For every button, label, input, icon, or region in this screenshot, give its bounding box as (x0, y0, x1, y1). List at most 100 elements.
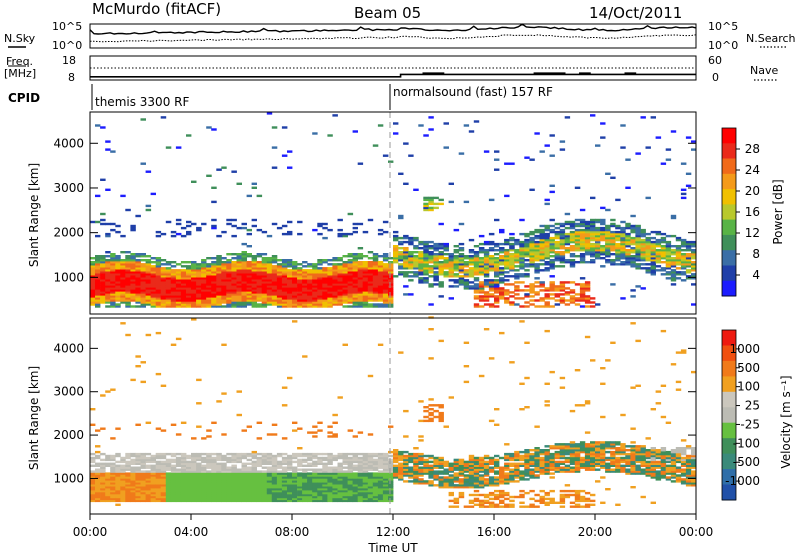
velocity-cell (125, 488, 131, 491)
power-cell (312, 285, 318, 288)
velocity-cell (170, 493, 177, 497)
velocity-cell (448, 466, 454, 469)
velocity-cell (95, 429, 101, 432)
power-cell (504, 194, 510, 198)
power-cell (519, 245, 525, 248)
velocity-cell (428, 470, 434, 473)
power-cell (559, 240, 566, 244)
power-cell (605, 238, 611, 242)
freq-right-tick-top: 60 (708, 54, 722, 67)
power-cell (488, 285, 495, 288)
power-cell (271, 293, 278, 296)
velocity-cell (377, 472, 384, 475)
velocity-cell (276, 493, 283, 497)
power-cell (175, 301, 182, 304)
velocity-cell (130, 470, 136, 473)
velocity-cell (362, 486, 369, 489)
velocity-cell (302, 493, 308, 497)
power-y-tick-label: 1000 (53, 270, 84, 284)
power-cell (196, 291, 202, 294)
power-cell (600, 247, 606, 250)
velocity-cell (382, 456, 389, 460)
power-cell (478, 273, 485, 276)
power-cell (645, 236, 651, 240)
velocity-cell (468, 470, 475, 473)
power-cell (170, 293, 177, 296)
velocity-cell (458, 472, 465, 475)
power-cell (211, 275, 217, 278)
velocity-cell (327, 468, 333, 471)
power-cell (130, 281, 136, 284)
power-cell (110, 289, 116, 292)
velocity-cell (529, 472, 535, 475)
power-cell (433, 255, 439, 258)
power-cell (691, 255, 697, 258)
power-cell (317, 263, 323, 266)
velocity-cell (322, 472, 328, 475)
power-cell (332, 259, 338, 262)
velocity-cell (100, 497, 106, 501)
velocity-cell (408, 456, 414, 460)
power-cell (256, 293, 263, 296)
velocity-cell (514, 480, 520, 483)
velocity-cell (206, 484, 212, 487)
power-cell (524, 273, 530, 276)
power-cell (206, 275, 212, 278)
power-cell (95, 301, 101, 304)
velocity-cell (423, 470, 429, 473)
velocity-cell (337, 462, 343, 465)
power-cell (494, 253, 500, 256)
velocity-cell (428, 482, 434, 485)
power-cell (448, 297, 454, 300)
power-cell (322, 289, 328, 292)
velocity-cell (362, 470, 369, 473)
velocity-cell (170, 343, 177, 346)
velocity-cell (256, 452, 263, 456)
velocity-cell (241, 497, 247, 501)
velocity-cell (448, 482, 454, 485)
power-cell (584, 228, 591, 232)
power-cell (276, 301, 283, 304)
velocity-cell (266, 468, 273, 471)
velocity-cell (191, 488, 197, 491)
velocity-cell (236, 454, 242, 458)
power-cell (529, 257, 535, 260)
velocity-cell (534, 452, 540, 456)
power-cell (483, 257, 490, 260)
velocity-cell (196, 456, 202, 460)
power-cell (201, 222, 207, 226)
velocity-cell (256, 491, 263, 495)
power-cell (145, 285, 152, 288)
power-cell (105, 265, 111, 268)
velocity-cell (236, 470, 242, 473)
power-cell (670, 261, 677, 264)
power-cell (216, 269, 222, 272)
power-cell (110, 303, 116, 306)
velocity-cell (95, 478, 101, 481)
power-cell (478, 269, 485, 272)
power-cell (685, 240, 692, 244)
velocity-cell (196, 480, 202, 483)
power-cell (660, 273, 667, 276)
power-cell (160, 277, 167, 280)
velocity-cell (256, 499, 263, 503)
power-cell (428, 206, 434, 210)
power-cell (135, 255, 141, 258)
power-cell (140, 293, 146, 296)
velocity-cell (327, 431, 333, 434)
velocity-cell (529, 468, 535, 471)
velocity-cell (135, 474, 141, 477)
velocity-cell (256, 472, 263, 475)
power-cell (403, 273, 409, 276)
velocity-cell (453, 462, 460, 465)
power-cell (569, 247, 576, 250)
velocity-cell (332, 433, 338, 436)
velocity-cell (317, 452, 323, 456)
velocity-cell (478, 503, 485, 506)
power-cell (236, 265, 242, 268)
power-cell (670, 283, 677, 286)
velocity-cell (393, 452, 399, 456)
power-cell (473, 251, 480, 254)
power-cell (180, 283, 187, 286)
power-cell (554, 285, 561, 288)
